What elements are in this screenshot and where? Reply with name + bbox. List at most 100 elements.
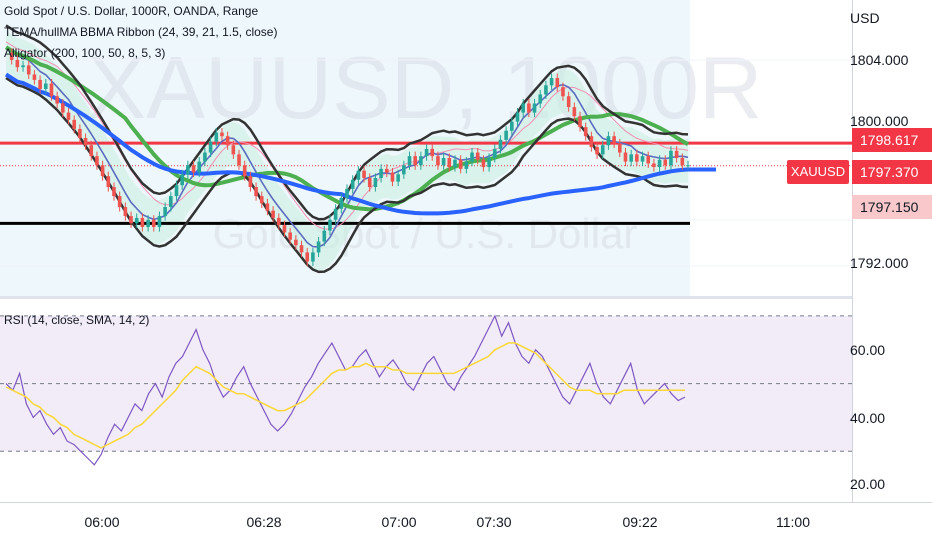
candle-body <box>186 165 190 175</box>
candle-body <box>197 161 202 173</box>
candle-body <box>583 127 588 137</box>
candle-body <box>487 157 491 168</box>
candle-body <box>231 145 236 155</box>
price-label-1804: 1804.000 <box>850 52 909 68</box>
candle-body <box>629 154 633 162</box>
candle-body <box>339 197 344 209</box>
candle-body <box>436 156 440 166</box>
candle-body <box>600 145 605 155</box>
candle-body <box>424 148 429 157</box>
candle-body <box>595 147 599 155</box>
time-label-1100: 11:00 <box>776 514 810 530</box>
candle-body <box>299 245 304 253</box>
candle-body <box>447 157 452 168</box>
candle-body <box>419 156 423 166</box>
candle-body <box>214 132 219 142</box>
watermark-symbol: XAUUSD, 1000R <box>88 38 763 137</box>
candle-body <box>78 128 82 139</box>
candle-body <box>100 165 105 177</box>
time-label-0600: 06:00 <box>84 514 120 530</box>
candle-body <box>305 252 310 262</box>
legend-indicator-alligator[interactable]: Alligator (200, 100, 50, 8, 5, 3) <box>4 46 166 60</box>
candle-body <box>242 165 247 177</box>
candle-body <box>453 159 457 168</box>
candle-body <box>555 78 560 88</box>
candle-body <box>561 87 565 97</box>
candle-body <box>106 176 111 188</box>
candle-body <box>373 177 378 188</box>
candle-body <box>686 165 690 167</box>
last-price-tag: 1797.370 <box>852 160 932 184</box>
candle-body <box>294 239 298 246</box>
candle-body <box>623 152 628 162</box>
candle-body <box>237 154 241 166</box>
rsi-chart[interactable] <box>0 299 852 502</box>
candle-body <box>254 187 258 197</box>
candle-body <box>618 143 622 153</box>
symbol-tag: XAUUSD <box>787 160 849 184</box>
candle-body <box>367 177 372 188</box>
candle-body <box>458 159 463 169</box>
candle-body <box>225 136 230 146</box>
candle-body <box>259 196 264 204</box>
candle-body <box>407 156 412 166</box>
time-axis[interactable] <box>0 502 932 551</box>
candle-body <box>652 163 656 168</box>
candle-body <box>203 152 207 162</box>
pane-divider[interactable] <box>0 296 852 299</box>
candle-body <box>527 103 531 113</box>
candle-body <box>680 157 685 166</box>
candle-body <box>311 252 315 262</box>
candle-body <box>396 174 400 182</box>
rsi-label-40: 40.00 <box>850 410 886 426</box>
candle-body <box>112 187 116 197</box>
candle-body <box>470 152 474 162</box>
candle-body <box>413 156 417 166</box>
candle-body <box>220 132 224 137</box>
candle-body <box>612 136 616 144</box>
ribbon-band <box>6 30 688 271</box>
candle-body <box>492 148 497 158</box>
legend-title[interactable]: Gold Spot / U.S. Dollar, 1000R, OANDA, R… <box>4 4 259 18</box>
candle-body <box>606 136 611 146</box>
legend-rsi[interactable]: RSI (14, close, SMA, 14, 2) <box>4 313 150 327</box>
candle-body <box>271 210 275 218</box>
candle-body <box>589 136 594 148</box>
candle-body <box>265 203 270 211</box>
legend-indicator-ribbon[interactable]: TEMA/hullMA BBMA Ribbon (24, 39, 21, 1.5… <box>4 25 278 39</box>
candle-body <box>328 219 332 231</box>
time-label-0922: 09:22 <box>622 514 658 530</box>
rsi-label-20: 20.00 <box>850 476 886 492</box>
candle-body <box>521 103 525 113</box>
rsi-axis[interactable] <box>852 296 932 502</box>
candle-body <box>49 83 54 97</box>
candle-body <box>21 65 25 68</box>
rsi-ma-line <box>5 342 685 449</box>
candle-body <box>515 112 520 122</box>
red-line-price-tag: 1798.617 <box>852 128 932 152</box>
candle-body <box>578 116 582 128</box>
candle-body <box>640 156 645 162</box>
candle-body <box>362 170 366 178</box>
candle-body <box>129 216 133 224</box>
rsi-pane[interactable]: RSI (14, close, SMA, 14, 2) <box>0 299 852 502</box>
price-label-1792: 1792.000 <box>850 255 909 271</box>
candle-body <box>157 216 162 227</box>
time-label-0700: 07:00 <box>381 514 417 530</box>
candle-body <box>191 165 196 173</box>
candle-body <box>441 157 446 166</box>
candle-body <box>89 145 94 157</box>
candle-body <box>379 168 383 178</box>
candle-body <box>646 156 651 164</box>
candle-body <box>163 207 167 217</box>
time-label-0628: 06:28 <box>246 514 282 530</box>
candle-body <box>390 172 395 182</box>
candle-body <box>657 159 662 168</box>
candle-body <box>544 85 548 95</box>
candle-body <box>288 232 292 240</box>
candle-body <box>72 119 76 129</box>
candle-body <box>151 219 156 227</box>
candle-body <box>316 241 321 253</box>
price-pane[interactable]: XAUUSD, 1000R Gold Spot / U.S. Dollar Gol… <box>0 0 852 296</box>
